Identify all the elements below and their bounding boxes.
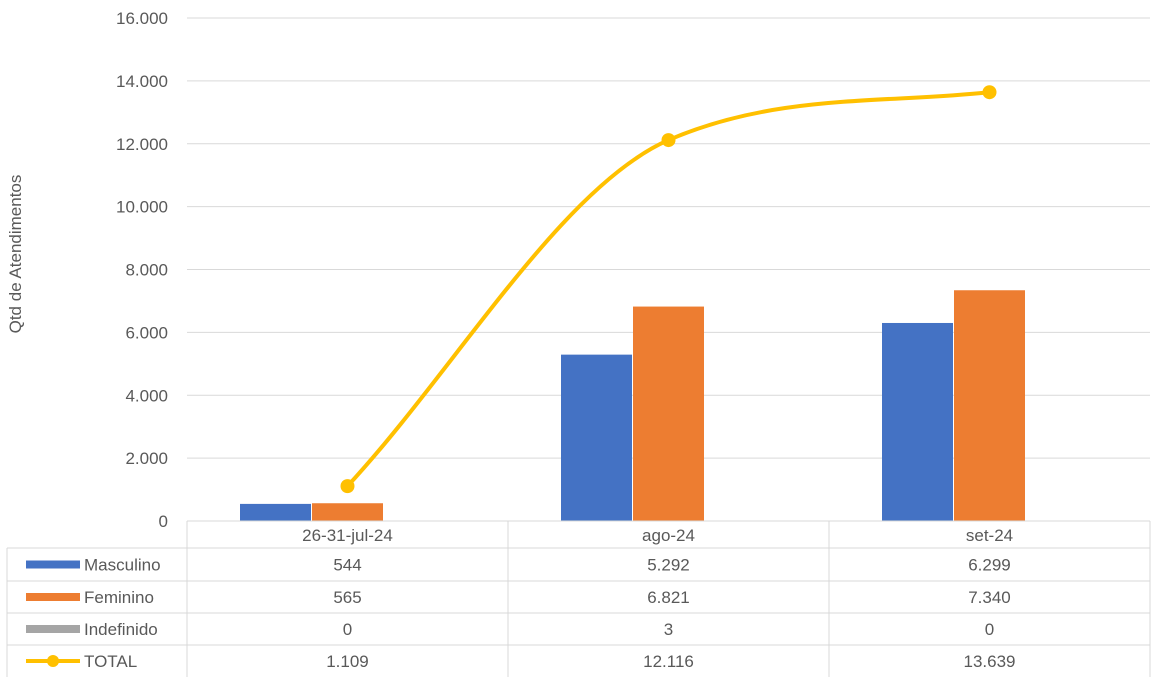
table-cell: 6.299 <box>968 556 1011 575</box>
table-cell: 544 <box>333 556 361 575</box>
table-cell: 1.109 <box>326 652 369 671</box>
y-tick-label: 6.000 <box>125 323 168 342</box>
bar-masculino <box>561 354 632 521</box>
total-line-series <box>340 85 997 494</box>
legend-key-feminino <box>26 593 80 601</box>
total-point <box>340 479 355 494</box>
table-cell: 12.116 <box>643 652 694 671</box>
y-tick-label: 0 <box>159 512 168 531</box>
bars <box>240 290 1025 521</box>
row-label-indefinido: Indefinido <box>84 620 158 639</box>
bar-masculino <box>882 322 953 521</box>
data-table: 26-31-jul-24 ago-24 set-24 Masculino 544 5.29… <box>6 520 1151 677</box>
y-tick-label: 10.000 <box>116 198 168 217</box>
y-tick-label: 2.000 <box>125 449 168 468</box>
y-tick-label: 16.000 <box>116 9 168 28</box>
table-cell: 13.639 <box>964 652 1016 671</box>
legend-key-total <box>47 655 59 667</box>
table-cell: 5.292 <box>647 556 690 575</box>
y-axis-tick-labels: 0 2.000 4.000 6.000 8.000 10.000 12.000 14.000 1… <box>116 9 168 531</box>
category-label: set-24 <box>966 526 1013 545</box>
bar-feminino <box>633 306 704 521</box>
row-label-total: TOTAL <box>84 652 137 671</box>
y-axis-label: Qtd de Atendimentos <box>6 175 25 334</box>
table-cell: 6.821 <box>647 588 690 607</box>
row-label-masculino: Masculino <box>84 556 161 575</box>
total-point <box>982 85 997 100</box>
total-point <box>661 133 676 148</box>
row-label-feminino: Feminino <box>84 588 154 607</box>
table-cell: 7.340 <box>968 588 1011 607</box>
y-tick-label: 14.000 <box>116 72 168 91</box>
legend-key-masculino <box>26 560 80 569</box>
y-tick-label: 8.000 <box>125 261 168 280</box>
legend-key-indefinido <box>26 625 80 633</box>
bar-feminino <box>954 290 1025 521</box>
bar-masculino <box>240 503 311 521</box>
category-label: 26-31-jul-24 <box>302 526 393 545</box>
total-line <box>345 90 992 489</box>
bar-feminino <box>312 503 383 521</box>
table-cell: 565 <box>333 588 361 607</box>
table-cell: 0 <box>985 620 994 639</box>
y-tick-label: 12.000 <box>116 135 168 154</box>
category-label: ago-24 <box>642 526 695 545</box>
y-tick-label: 4.000 <box>125 386 168 405</box>
table-cell: 3 <box>664 620 673 639</box>
table-cell: 0 <box>343 620 352 639</box>
